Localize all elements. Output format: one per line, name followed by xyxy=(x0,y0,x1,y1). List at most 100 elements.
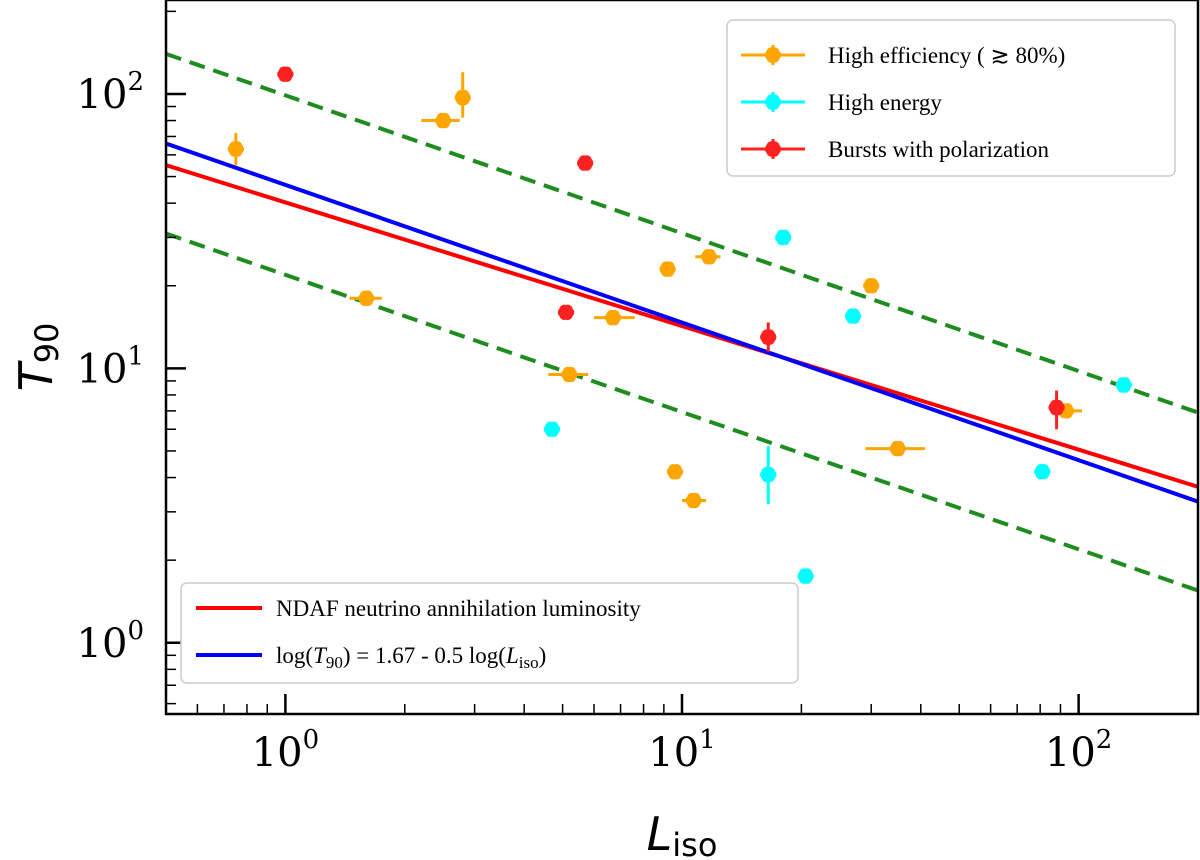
data-point-high-efficiency xyxy=(561,366,578,383)
y-tick-label: 101 xyxy=(77,341,144,392)
marker-core xyxy=(580,158,591,169)
x-tick-base: 10 xyxy=(648,730,699,776)
y-tick-exp: 0 xyxy=(127,616,144,646)
data-point-high-efficiency xyxy=(227,141,245,157)
x-axis-label: Liso xyxy=(647,807,718,860)
legend-fit-part-1: log( xyxy=(276,643,313,668)
marker-core xyxy=(800,571,811,582)
marker-core xyxy=(561,307,572,318)
data-point-high-energy xyxy=(1115,377,1132,393)
legend-swatch-marker xyxy=(764,141,782,157)
legend-fit-part-5: L xyxy=(505,643,519,668)
x-axis-label-main: L xyxy=(647,807,673,860)
data-point-high-efficiency xyxy=(685,492,702,509)
legend-fit-part-6: iso xyxy=(519,653,539,672)
legend-swatch-marker xyxy=(764,47,782,63)
data-point-high-energy xyxy=(775,229,792,246)
data-point-high-efficiency xyxy=(358,290,375,307)
y-tick-exp: 1 xyxy=(127,341,144,371)
x-tick-label: 101 xyxy=(648,725,715,776)
marker-core xyxy=(230,144,241,155)
marker-core xyxy=(768,50,778,60)
marker-core xyxy=(768,144,778,154)
data-point-polarization xyxy=(760,329,777,345)
data-point-high-energy xyxy=(543,421,561,438)
marker-core xyxy=(280,69,291,80)
marker-core xyxy=(892,443,903,454)
marker-core xyxy=(768,97,778,107)
legend-entry: High efficiency ( ≳ 80%) xyxy=(741,43,1065,68)
y-axis-label-main: T xyxy=(9,359,63,391)
x-tick-exp: 2 xyxy=(1096,725,1113,755)
marker-core xyxy=(848,311,859,322)
y-tick-exp: 2 xyxy=(127,67,144,97)
data-point-high-efficiency xyxy=(454,89,471,106)
marker-core xyxy=(608,312,619,323)
x-axis-label-sub: iso xyxy=(672,826,717,860)
x-tick-base: 10 xyxy=(1045,730,1096,776)
marker-core xyxy=(688,495,699,506)
legend-fit-part-7: ) xyxy=(539,643,547,668)
data-point-high-energy xyxy=(760,466,777,483)
x-tick-exp: 0 xyxy=(303,725,320,755)
legend-swatch-marker xyxy=(764,94,782,110)
data-point-high-energy xyxy=(844,308,862,324)
data-point-high-efficiency xyxy=(659,261,676,277)
marker-core xyxy=(1037,466,1048,477)
y-tick-label: 102 xyxy=(77,67,144,118)
marker-core xyxy=(457,92,468,103)
data-point-high-efficiency xyxy=(863,277,880,294)
data-point-polarization xyxy=(576,155,594,171)
marker-core xyxy=(662,264,673,275)
data-point-high-energy xyxy=(1034,463,1051,480)
data-point-high-energy xyxy=(797,568,814,584)
marker-core xyxy=(361,293,372,304)
data-point-high-efficiency xyxy=(889,440,906,457)
legend-top-right: High efficiency ( ≳ 80%) High energy Burst… xyxy=(726,19,1176,177)
data-point-high-efficiency xyxy=(666,463,684,480)
x-tick-label: 102 xyxy=(1045,725,1112,776)
legend-label: High efficiency ( ≳ 80%) xyxy=(828,43,1065,68)
data-point-polarization xyxy=(1048,399,1065,416)
marker-core xyxy=(763,332,774,343)
legend-bottom-box xyxy=(180,582,799,684)
legend-label-fit: log(T90) = 1.67 - 0.5 log(Liso) xyxy=(276,643,546,672)
line-layer xyxy=(166,51,1198,593)
marker-core xyxy=(704,251,715,262)
data-point-high-efficiency xyxy=(604,309,622,326)
marker-core xyxy=(763,469,774,480)
marker-core xyxy=(778,232,789,243)
legend-entry: Bursts with polarization xyxy=(741,137,1050,162)
line-log-t90-1-67-0-5-log-liso xyxy=(166,141,1198,504)
legend-top-box xyxy=(726,19,1176,177)
y-axis-label: T90 xyxy=(9,323,66,392)
marker-core xyxy=(564,369,575,380)
legend-fit-part-4: ) = 1.67 - 0.5 log( xyxy=(343,643,506,668)
marker-core xyxy=(546,424,557,435)
line-lower-bound xyxy=(166,231,1198,593)
y-tick-base: 10 xyxy=(77,621,128,667)
y-tick-base: 10 xyxy=(77,72,128,118)
y-axis-label-sub: 90 xyxy=(28,323,66,364)
data-point-high-efficiency xyxy=(700,249,718,265)
x-tick-label: 100 xyxy=(252,725,319,776)
y-tick-base: 10 xyxy=(77,346,128,392)
legend-fit-part-3: 90 xyxy=(326,653,343,672)
legend-bottom-left: NDAF neutrino annihilation luminosity lo… xyxy=(180,582,799,684)
legend-label-ndaf: NDAF neutrino annihilation luminosity xyxy=(276,596,641,621)
y-tick-label: 100 xyxy=(77,616,144,667)
points-layer xyxy=(227,66,1132,584)
data-point-polarization xyxy=(277,66,294,83)
data-point-polarization xyxy=(557,304,575,321)
legend-label: Bursts with polarization xyxy=(828,137,1050,162)
marker-core xyxy=(1118,379,1129,390)
x-tick-exp: 1 xyxy=(699,725,716,755)
marker-core xyxy=(669,466,680,477)
legend-label: High energy xyxy=(828,90,942,115)
marker-core xyxy=(1051,402,1062,413)
line-upper-bound xyxy=(166,51,1198,415)
legend-entry: High energy xyxy=(741,90,942,115)
marker-core xyxy=(866,280,877,291)
x-tick-base: 10 xyxy=(252,730,303,776)
